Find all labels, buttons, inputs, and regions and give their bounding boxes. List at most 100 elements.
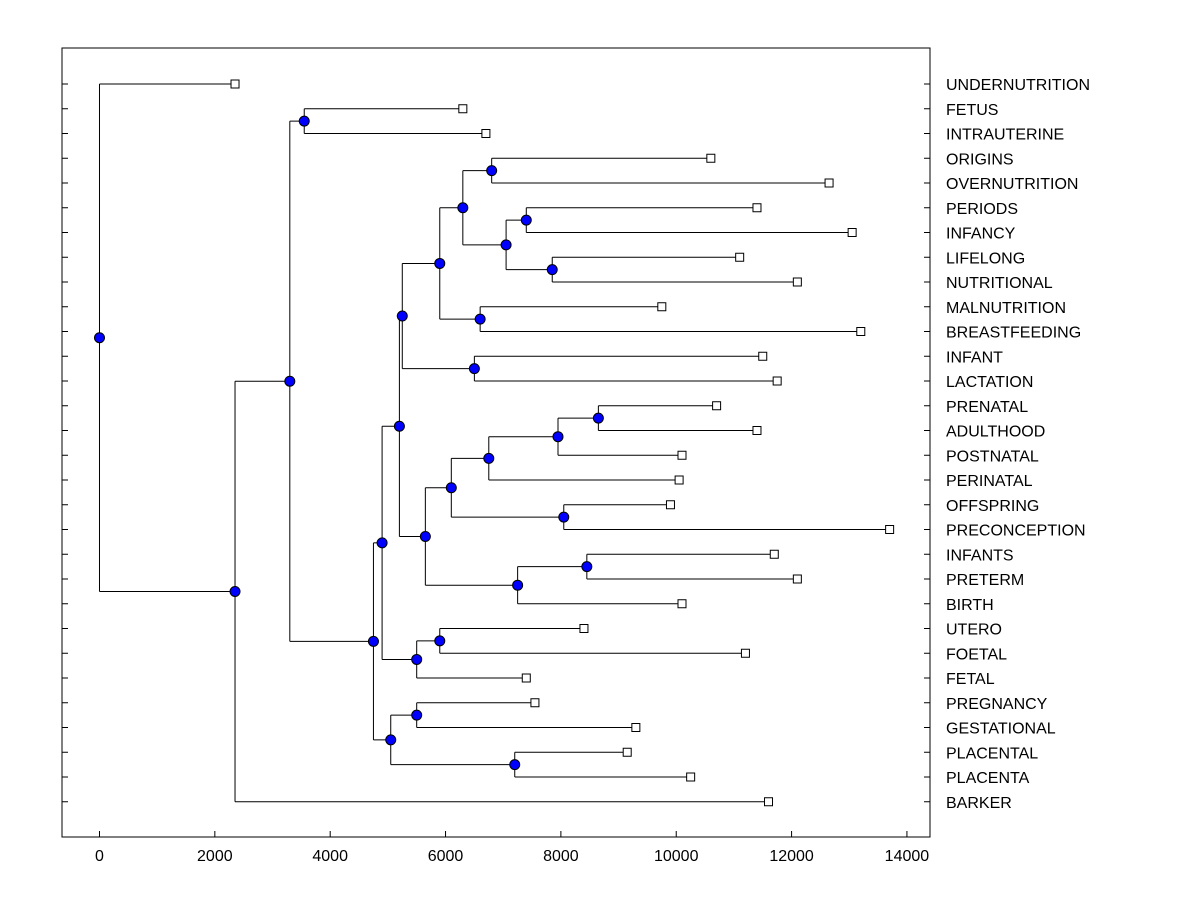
cluster-node	[486, 165, 498, 177]
leaf-label: INTRAUTERINE	[946, 127, 1064, 144]
leaf-label: ADULTHOOD	[946, 424, 1045, 441]
cluster-node	[558, 511, 570, 523]
cluster-node	[229, 585, 241, 597]
leaf-marker	[458, 104, 468, 114]
leaf-marker	[856, 327, 866, 336]
cluster-node	[483, 452, 495, 464]
leaf-marker	[481, 129, 491, 138]
leaf-label: PRETERM	[946, 572, 1024, 589]
cluster-node	[298, 115, 310, 127]
cluster-node	[552, 431, 564, 443]
cluster-node-markers	[93, 115, 604, 771]
cluster-node	[393, 420, 405, 432]
leaf-marker	[230, 79, 240, 89]
leaf-label: PERIODS	[946, 201, 1018, 218]
leaf-marker	[686, 772, 696, 782]
leaf-marker	[622, 747, 632, 757]
cluster-node	[457, 202, 469, 214]
leaf-marker	[824, 178, 834, 188]
cluster-node	[546, 264, 558, 276]
leaf-marker	[657, 302, 667, 312]
leaf-marker	[521, 673, 531, 683]
leaf-label: BREASTFEEDING	[946, 325, 1081, 342]
leaf-label: ORIGINS	[946, 151, 1014, 168]
x-tick-label: 6000	[428, 848, 464, 865]
leaf-label: FETAL	[946, 671, 995, 688]
leaf-label: UNDERNUTRITION	[946, 77, 1090, 94]
cluster-node	[376, 537, 388, 549]
x-tick-label: 4000	[312, 848, 348, 865]
leaf-marker	[735, 252, 745, 262]
leaf-label: PERINATAL	[946, 473, 1033, 490]
leaf-marker	[758, 351, 768, 361]
cluster-node	[385, 734, 397, 746]
leaf-label: POSTNATAL	[946, 448, 1039, 465]
leaf-label: FOETAL	[946, 646, 1007, 663]
cluster-node	[367, 635, 379, 647]
cluster-node	[445, 482, 457, 494]
x-tick-label: 0	[95, 848, 104, 865]
leaf-label: PLACENTA	[946, 770, 1030, 787]
x-tick-label: 2000	[197, 848, 233, 865]
leaf-marker	[530, 698, 540, 708]
x-tick-label: 8000	[543, 848, 579, 865]
leaf-label: PREGNANCY	[946, 696, 1048, 713]
leaf-marker	[764, 797, 774, 807]
leaf-marker	[677, 450, 687, 460]
x-tick-label: 10000	[654, 848, 699, 865]
x-tick-label: 12000	[769, 848, 814, 865]
leaf-marker	[847, 228, 857, 237]
leaf-label: BARKER	[946, 795, 1012, 812]
x-axis-ticks: 0 2000 4000 6000 8000 10000 12000 14000	[95, 831, 929, 865]
leaf-label: OVERNUTRITION	[946, 176, 1078, 193]
cluster-node	[411, 709, 423, 721]
leaf-label: LACTATION	[946, 374, 1033, 391]
leaf-marker	[740, 648, 750, 658]
cluster-node	[509, 759, 521, 771]
leaf-labels: UNDERNUTRITION FETUS INTRAUTERINE ORIGINS OV…	[946, 77, 1090, 812]
cluster-node	[500, 239, 512, 251]
leaf-marker	[769, 549, 779, 559]
leaf-label: PRENATAL	[946, 399, 1028, 416]
cluster-node	[396, 310, 408, 322]
leaf-label: UTERO	[946, 622, 1002, 639]
cluster-node	[434, 635, 446, 647]
cluster-node	[93, 332, 105, 344]
y-axis-ticks	[62, 83, 930, 803]
leaf-label: MALNUTRITION	[946, 300, 1066, 317]
cluster-node	[512, 579, 524, 591]
cluster-node	[284, 375, 296, 387]
leaf-markers	[230, 79, 895, 807]
leaf-label: OFFSPRING	[946, 498, 1039, 515]
dendrogram-branches	[98, 83, 890, 803]
leaf-marker	[712, 401, 722, 411]
cluster-node	[581, 561, 593, 573]
leaf-marker	[772, 376, 782, 386]
cluster-node	[592, 412, 604, 424]
leaf-label: INFANT	[946, 349, 1003, 366]
leaf-marker	[792, 574, 802, 584]
plot-frame	[61, 47, 931, 838]
leaf-marker	[665, 500, 675, 510]
leaf-marker	[752, 203, 762, 213]
cluster-node	[411, 653, 423, 665]
leaf-label: PRECONCEPTION	[946, 523, 1086, 540]
leaf-label: PLACENTAL	[946, 745, 1038, 762]
leaf-marker	[631, 723, 641, 732]
leaf-marker	[752, 426, 762, 435]
leaf-marker	[677, 599, 687, 609]
cluster-node	[419, 530, 431, 542]
leaf-label: INFANCY	[946, 226, 1016, 243]
leaf-label: LIFELONG	[946, 250, 1025, 267]
leaf-label: BIRTH	[946, 597, 994, 614]
x-tick-label: 14000	[885, 848, 930, 865]
leaf-label: GESTATIONAL	[946, 721, 1056, 738]
leaf-label: INFANTS	[946, 547, 1014, 564]
cluster-node	[474, 313, 486, 325]
leaf-label: NUTRITIONAL	[946, 275, 1053, 292]
leaf-marker	[579, 624, 589, 633]
cluster-node	[520, 214, 532, 226]
cluster-node	[468, 363, 480, 375]
leaf-marker	[706, 153, 716, 163]
